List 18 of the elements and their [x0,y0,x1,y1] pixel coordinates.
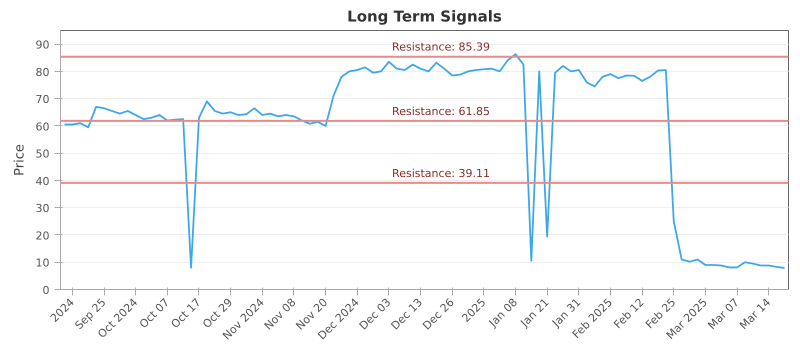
x-tick-label: Mar 14 [737,296,774,332]
ref-line-label: Resistance: 39.11 [392,166,490,180]
chart-title: Long Term Signals [347,8,502,26]
ref-line-label: Resistance: 61.85 [392,104,490,118]
y-tick-label: 50 [36,148,50,161]
y-tick-label: 10 [36,256,50,270]
ref-line-label: Resistance: 85.39 [392,40,490,54]
y-tick-label: 60 [36,120,50,134]
y-axis-title: Price [12,144,28,176]
x-tick-label: Dec 26 [420,296,457,333]
line-series [64,53,786,269]
y-tick-label: 0 [42,284,50,297]
y-tick-label: 80 [36,66,50,79]
y-tick-label: 40 [36,174,50,188]
y-tick-label: 30 [36,202,50,216]
y-tick-label: 90 [36,38,50,52]
y-tick-label: 70 [36,93,50,106]
y-tick-label: 20 [36,229,50,242]
